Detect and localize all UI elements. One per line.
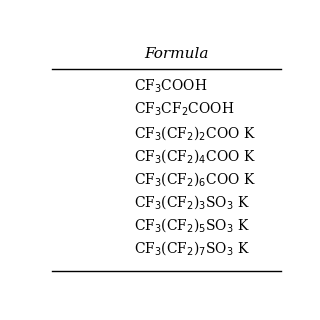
Text: CF$_3$(CF$_2$)$_3$SO$_3$ K: CF$_3$(CF$_2$)$_3$SO$_3$ K — [134, 193, 250, 211]
Text: CF$_3$COOH: CF$_3$COOH — [134, 78, 208, 95]
Text: CF$_3$CF$_2$COOH: CF$_3$CF$_2$COOH — [134, 101, 235, 118]
Text: CF$_3$(CF$_2$)$_6$COO K: CF$_3$(CF$_2$)$_6$COO K — [134, 170, 256, 188]
Text: CF$_3$(CF$_2$)$_7$SO$_3$ K: CF$_3$(CF$_2$)$_7$SO$_3$ K — [134, 240, 250, 258]
Text: Formula: Formula — [144, 47, 209, 61]
Text: CF$_3$(CF$_2$)$_4$COO K: CF$_3$(CF$_2$)$_4$COO K — [134, 147, 256, 165]
Text: CF$_3$(CF$_2$)$_2$COO K: CF$_3$(CF$_2$)$_2$COO K — [134, 124, 256, 142]
Text: CF$_3$(CF$_2$)$_5$SO$_3$ K: CF$_3$(CF$_2$)$_5$SO$_3$ K — [134, 217, 250, 234]
